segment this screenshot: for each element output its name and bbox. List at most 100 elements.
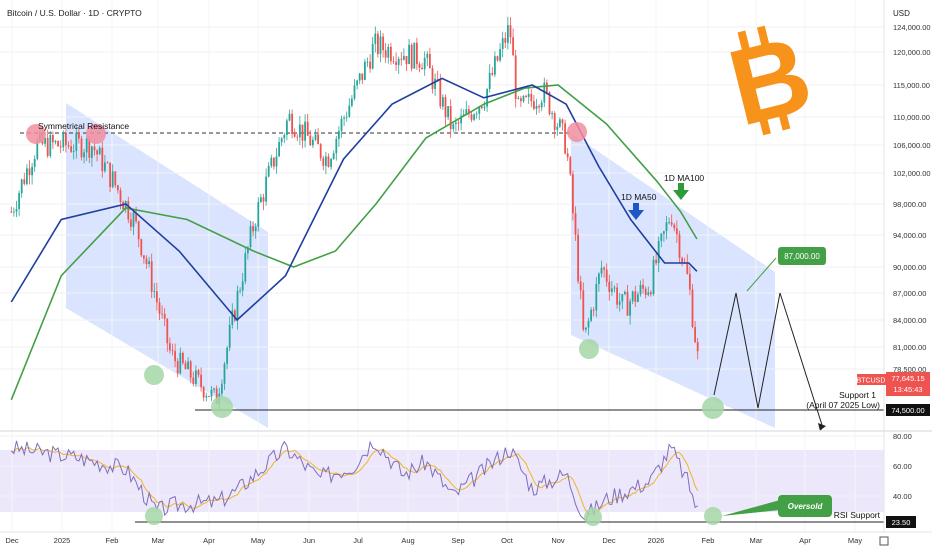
candle-body: [181, 352, 184, 364]
candle-body: [623, 291, 626, 295]
candle-body: [538, 105, 540, 108]
candle-body: [311, 139, 314, 146]
time-tick: Dec: [602, 536, 616, 545]
time-tick: Mar: [750, 536, 763, 545]
candle-body: [696, 342, 699, 352]
candle-body: [327, 156, 330, 167]
candle-body: [285, 120, 288, 135]
candle-body: [54, 141, 57, 143]
candle-body: [694, 326, 696, 343]
candle-body: [642, 284, 644, 289]
candle-body: [384, 50, 387, 58]
ma50-line: [10, 77, 698, 322]
price-tick: 84,000.00: [893, 316, 926, 325]
rsi-line: [10, 440, 698, 522]
candle-body: [457, 122, 460, 124]
candle-body: [395, 61, 397, 65]
candle-body: [233, 310, 236, 321]
candle-body: [161, 313, 163, 315]
candle-body: [522, 95, 525, 102]
candle-body: [96, 150, 98, 155]
candle-body: [613, 287, 616, 289]
candle-body: [189, 361, 192, 378]
symbol-tag-label: BTCUSD: [857, 378, 886, 385]
target-badge-label: 87,000.00: [784, 252, 820, 261]
candle-body: [545, 82, 548, 93]
price-tick-labels: 124,000.00 120,000.00 115,000.00 110,000.00…: [893, 23, 931, 374]
candle-body: [535, 105, 538, 109]
candle-body: [610, 288, 613, 292]
time-axis-settings-button[interactable]: [879, 536, 889, 546]
candle-body: [358, 73, 361, 81]
time-tick: Nov: [551, 536, 565, 545]
candle-body: [504, 38, 507, 43]
candle-body: [441, 97, 444, 107]
candle-body: [387, 46, 390, 58]
time-tick: Aug: [401, 536, 414, 545]
candle-body: [363, 61, 366, 80]
candle-body: [480, 106, 483, 109]
countdown-label: 13:45:43: [893, 385, 922, 394]
candle-body: [551, 113, 553, 115]
candle-body: [530, 93, 533, 102]
resistance-touch-circle-2: [86, 124, 106, 144]
price-tick: 106,000.00: [893, 141, 931, 150]
candle-body: [64, 133, 67, 146]
candle-body: [371, 43, 374, 69]
candle-body: [210, 389, 213, 397]
candle-body: [150, 261, 153, 292]
candle-body: [20, 179, 23, 194]
candle-body: [574, 213, 577, 235]
candle-body: [236, 290, 239, 321]
candle-body: [220, 383, 223, 394]
channel-low-circle-2: [211, 396, 233, 418]
time-tick: 2026: [648, 536, 665, 545]
candle-body: [473, 114, 475, 120]
bitcoin-logo-icon: B: [718, 12, 823, 148]
candle-body: [499, 49, 501, 61]
svg-text:B: B: [718, 12, 823, 148]
rsi-low-circle-3: [704, 507, 722, 525]
candle-body: [75, 132, 78, 151]
time-tick: Jul: [353, 536, 363, 545]
price-tick: 81,000.00: [893, 343, 926, 352]
price-axis[interactable]: [884, 0, 932, 550]
candle-body: [478, 106, 481, 114]
candle-body: [629, 301, 631, 316]
rsi-support-label: RSI Support: [834, 510, 881, 520]
candle-body: [226, 347, 228, 364]
candle-body: [517, 98, 520, 100]
candle-body: [673, 224, 676, 229]
candle-body: [254, 226, 257, 232]
support-price-label: 74,500.00: [891, 406, 924, 415]
price-tick: 110,000.00: [893, 113, 930, 122]
price-tick: 120,000.00: [893, 48, 931, 57]
candle-body: [660, 233, 663, 241]
candle-body: [421, 67, 423, 70]
candle-body: [176, 361, 179, 374]
candle-body: [111, 171, 114, 188]
candle-body: [322, 158, 325, 166]
candle-body: [496, 56, 499, 61]
candle-body: [293, 134, 296, 137]
symbol-tag: [857, 374, 886, 385]
candle-body: [649, 292, 652, 295]
time-tick: May: [251, 536, 265, 545]
candle-body: [647, 292, 650, 295]
candle-body: [265, 176, 267, 202]
candle-body: [356, 80, 358, 86]
candle-body: [447, 106, 449, 118]
candle-body: [686, 262, 689, 274]
time-tick: 2025: [54, 536, 71, 545]
resistance-touch-circle-3: [567, 122, 587, 142]
candle-body: [103, 162, 106, 172]
candle-body: [317, 134, 319, 145]
candle-body: [25, 168, 28, 184]
candle-body: [564, 123, 566, 154]
symbol-title[interactable]: Bitcoin / U.S. Dollar · 1D · CRYPTO: [7, 8, 142, 18]
candle-body: [257, 202, 260, 227]
candle-body: [44, 137, 46, 144]
candle-body: [142, 255, 145, 259]
candle-body: [415, 42, 418, 65]
